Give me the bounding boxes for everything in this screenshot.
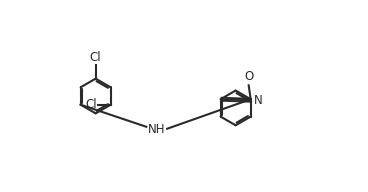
Text: O: O [244, 70, 253, 83]
Text: NH: NH [148, 123, 165, 136]
Text: Cl: Cl [90, 51, 102, 64]
Text: Cl: Cl [85, 98, 97, 111]
Text: N: N [254, 94, 263, 107]
